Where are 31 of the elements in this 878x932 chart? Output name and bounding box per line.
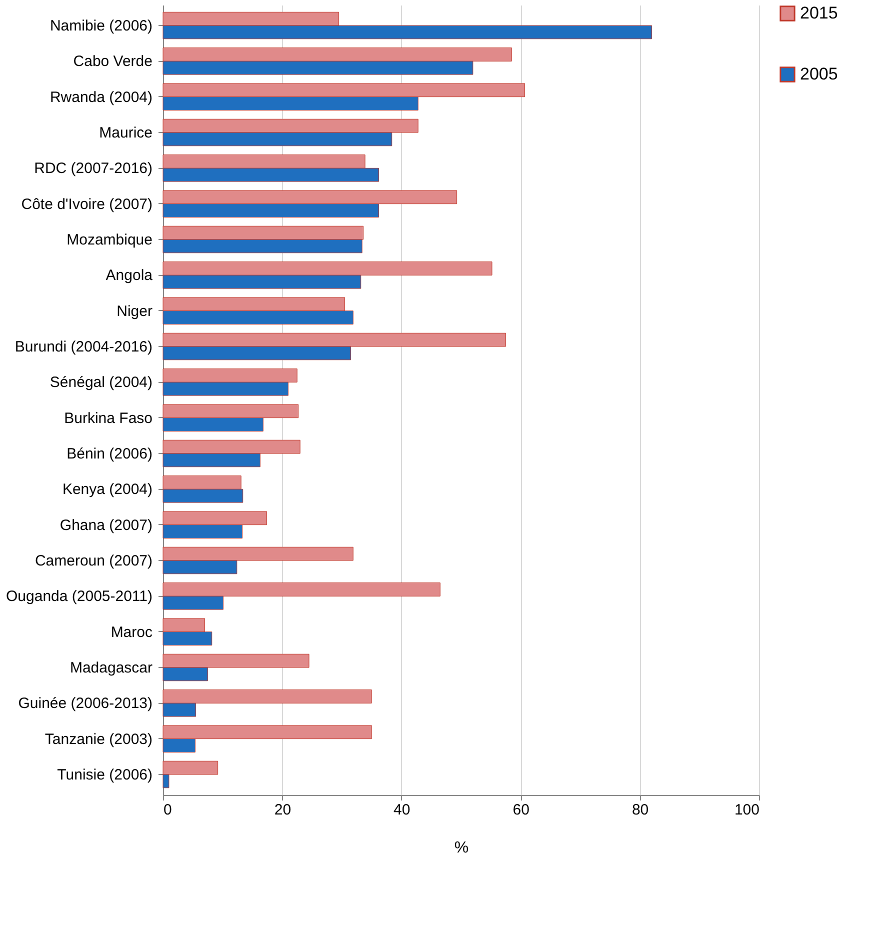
y-tick-label: Burundi (2004-2016): [14, 338, 153, 356]
x-tick-label: 20: [274, 802, 292, 818]
y-tick-label: Burkina Faso: [64, 410, 152, 427]
y-tick-label: Guinée (2006-2013): [18, 695, 152, 712]
y-tick-label: Mozambique: [66, 232, 152, 249]
x-axis-title: %: [454, 840, 469, 856]
y-tick-label: Tunisie (2006): [57, 766, 152, 784]
y-tick-label: Rwanda (2004): [50, 88, 153, 106]
y-tick-label: Maroc: [110, 624, 153, 641]
x-tick-label: 40: [394, 802, 410, 818]
legend-label: 2015: [800, 4, 838, 22]
y-tick-label: Angola: [106, 267, 154, 284]
y-tick-label: Cameroun (2007): [34, 552, 153, 570]
y-tick-label: Bénin (2006): [66, 446, 152, 462]
x-tick-label: 60: [512, 802, 530, 818]
x-tick-label: 80: [632, 802, 649, 818]
y-tick-label: Cabo Verde: [73, 53, 152, 70]
y-tick-label: Maurice: [99, 124, 152, 142]
x-tick-label: 100: [734, 802, 760, 818]
y-tick-label: Sénégal (2004): [50, 374, 152, 392]
x-tick-label: 0: [164, 802, 172, 818]
legend-label: 2005: [800, 64, 838, 84]
y-tick-label: Madagascar: [70, 659, 152, 676]
y-tick-label: Tanzanie (2003): [44, 730, 152, 748]
y-tick-label: Côte d'Ivoire (2007): [21, 196, 153, 213]
y-tick-label: Kenya (2004): [62, 481, 152, 498]
y-tick-label: Ouganda (2005-2011): [6, 588, 153, 606]
y-tick-label: Ghana (2007): [60, 516, 152, 534]
y-tick-label: Niger: [116, 302, 152, 320]
y-tick-label: Namibie (2006): [50, 18, 153, 35]
y-tick-label: RDC (2007-2016): [34, 160, 153, 178]
